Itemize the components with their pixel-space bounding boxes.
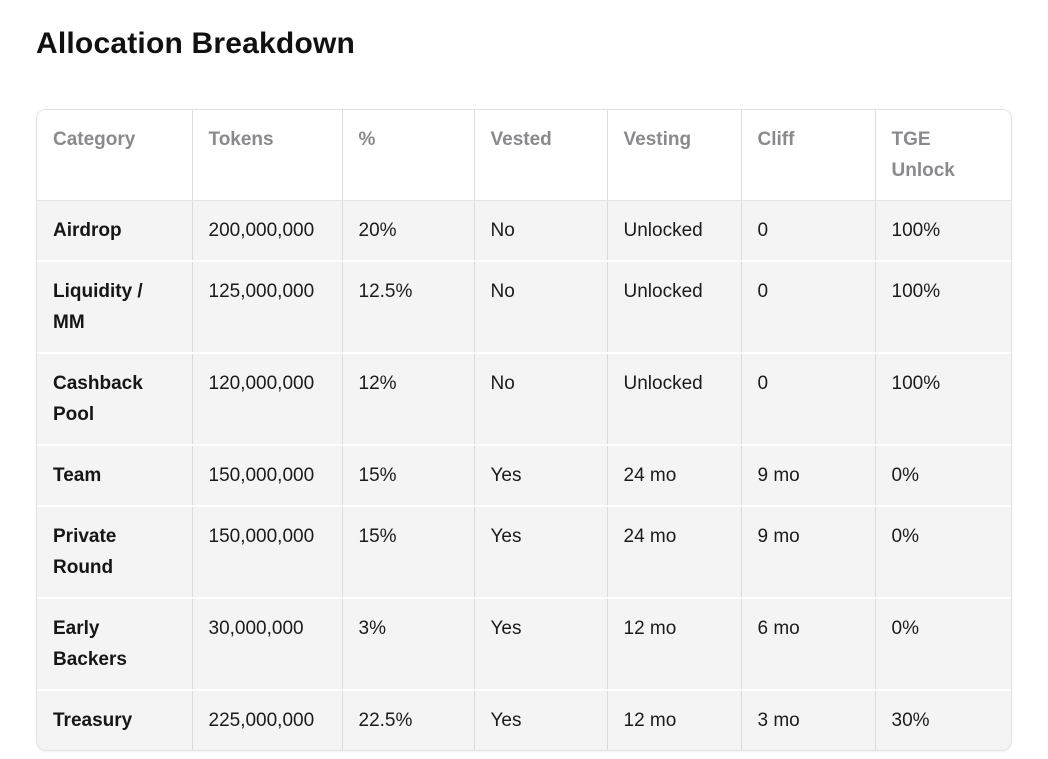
column-header-percent: % [341, 110, 474, 201]
table-row: Treasury 225,000,000 22.5% Yes 12 mo 3 mo 30% [37, 689, 1011, 750]
table-cell-vesting: 24 mo [606, 444, 741, 506]
table-cell-cliff: 0 [740, 352, 875, 445]
table-cell-tge-unlock: 30% [874, 689, 1011, 750]
table-cell-tokens: 125,000,000 [191, 260, 342, 353]
table-cell-category: Private Round [37, 505, 192, 598]
table-row: Airdrop 200,000,000 20% No Unlocked 0 100% [37, 200, 1011, 261]
table-cell-category: Cashback Pool [37, 352, 192, 445]
table-cell-tge-unlock: 0% [874, 444, 1011, 506]
column-header-tge-unlock: TGE Unlock [874, 110, 1011, 201]
table-cell-vested: Yes [473, 597, 607, 690]
table-cell-percent: 15% [341, 444, 474, 506]
table-cell-vested: Yes [473, 505, 607, 598]
table-cell-vested: Yes [473, 444, 607, 506]
table-cell-tge-unlock: 100% [874, 200, 1011, 261]
table-row: Private Round 150,000,000 15% Yes 24 mo 9 mo 0… [37, 505, 1011, 598]
allocation-table: Category Tokens % Vested Vesting Cliff T… [37, 110, 1011, 750]
table-cell-tokens: 150,000,000 [191, 505, 342, 598]
table-cell-category: Liquidity / MM [37, 260, 192, 353]
column-header-category: Category [37, 110, 192, 201]
table-cell-cliff: 0 [740, 260, 875, 353]
table-cell-vesting: Unlocked [606, 200, 741, 261]
table-cell-percent: 20% [341, 200, 474, 261]
table-row: Liquidity / MM 125,000,000 12.5% No Unlocked… [37, 260, 1011, 353]
table-body: Airdrop 200,000,000 20% No Unlocked 0 100% Liqu… [37, 200, 1011, 750]
table-cell-cliff: 6 mo [740, 597, 875, 690]
table-cell-vesting: Unlocked [606, 352, 741, 445]
table-cell-category: Airdrop [37, 200, 192, 261]
table-cell-tge-unlock: 100% [874, 352, 1011, 445]
table-cell-percent: 12% [341, 352, 474, 445]
column-header-vested: Vested [473, 110, 607, 201]
table-cell-tge-unlock: 0% [874, 505, 1011, 598]
table-cell-cliff: 0 [740, 200, 875, 261]
table-cell-vesting: 12 mo [606, 689, 741, 750]
allocation-table-card: Category Tokens % Vested Vesting Cliff T… [36, 109, 1012, 751]
table-cell-percent: 15% [341, 505, 474, 598]
table-cell-percent: 12.5% [341, 260, 474, 353]
table-cell-tokens: 225,000,000 [191, 689, 342, 750]
table-cell-tge-unlock: 100% [874, 260, 1011, 353]
table-cell-vested: No [473, 260, 607, 353]
table-row: Team 150,000,000 15% Yes 24 mo 9 mo 0% [37, 444, 1011, 506]
table-cell-cliff: 3 mo [740, 689, 875, 750]
table-cell-category: Team [37, 444, 192, 506]
table-cell-tokens: 30,000,000 [191, 597, 342, 690]
table-cell-category: Treasury [37, 689, 192, 750]
header-row: Category Tokens % Vested Vesting Cliff T… [37, 110, 1011, 201]
column-header-vesting: Vesting [606, 110, 741, 201]
table-cell-tokens: 200,000,000 [191, 200, 342, 261]
table-cell-vesting: Unlocked [606, 260, 741, 353]
table-row: Early Backers 30,000,000 3% Yes 12 mo 6 mo 0% [37, 597, 1011, 690]
table-cell-cliff: 9 mo [740, 505, 875, 598]
column-header-cliff: Cliff [740, 110, 875, 201]
page-title: Allocation Breakdown [36, 27, 356, 60]
column-header-tokens: Tokens [191, 110, 342, 201]
table-cell-vesting: 24 mo [606, 505, 741, 598]
table-cell-category: Early Backers [37, 597, 192, 690]
table-cell-vested: No [473, 352, 607, 445]
table-row: Cashback Pool 120,000,000 12% No Unlocked 0 10… [37, 352, 1011, 445]
table-cell-percent: 3% [341, 597, 474, 690]
table-cell-tokens: 150,000,000 [191, 444, 342, 506]
table-cell-tokens: 120,000,000 [191, 352, 342, 445]
table-cell-vested: Yes [473, 689, 607, 750]
table-cell-percent: 22.5% [341, 689, 474, 750]
table-cell-vesting: 12 mo [606, 597, 741, 690]
table-cell-cliff: 9 mo [740, 444, 875, 506]
table-cell-tge-unlock: 0% [874, 597, 1011, 690]
table-cell-vested: No [473, 200, 607, 261]
